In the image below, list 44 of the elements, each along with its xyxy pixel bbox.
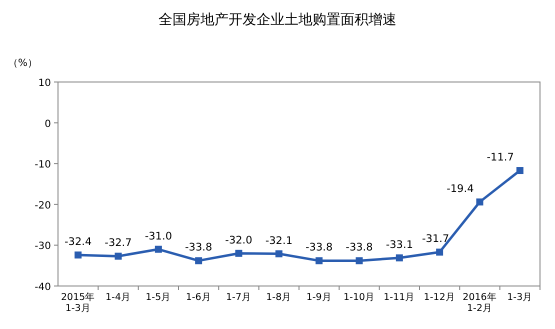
- data-label: -33.8: [184, 242, 212, 254]
- point: [275, 250, 282, 258]
- point: [316, 257, 323, 264]
- point: [195, 257, 202, 264]
- data-label: -32.7: [104, 237, 132, 250]
- data-label: -32.4: [64, 236, 92, 248]
- x-tick-label: 2016年 1-2月: [462, 291, 497, 314]
- y-tick-label: -10: [34, 160, 51, 171]
- data-label: -33.8: [346, 242, 373, 254]
- point: [476, 198, 484, 206]
- x-tick-label: 1-4月: [105, 292, 132, 303]
- x-tick-label: 1-7月: [226, 292, 252, 303]
- point: [436, 248, 444, 256]
- point: [356, 257, 363, 264]
- y-tick-label: -40: [34, 282, 51, 293]
- data-label: -11.7: [486, 152, 514, 164]
- x-tick-label: 1-5月: [146, 292, 172, 303]
- x-tick-label: 1-6月: [186, 292, 212, 303]
- x-tick-label: 1-9月: [306, 292, 332, 303]
- data-label: -32.1: [265, 234, 293, 247]
- x-tick-label: 1-3月: [507, 292, 533, 303]
- y-tick-label: -20: [34, 200, 51, 212]
- data-label: -33.1: [386, 238, 414, 251]
- data-label: -31.7: [422, 233, 450, 246]
- y-axis-title: （%）: [8, 58, 38, 69]
- point: [396, 254, 403, 262]
- chart-title: 全国房地产开发企业土地购置面积增速: [158, 12, 396, 28]
- point: [516, 167, 524, 174]
- y-tick-label: -30: [34, 241, 51, 252]
- point: [154, 246, 162, 253]
- x-tick-label: 1-12月: [424, 292, 456, 303]
- data-label: -32.0: [225, 234, 252, 246]
- x-tick-label: 2015年 1-3月: [60, 291, 96, 314]
- data-label: -31.0: [144, 230, 172, 242]
- x-tick-label: 1-11月: [384, 292, 416, 303]
- point: [114, 252, 122, 260]
- y-tick-label: 10: [38, 78, 51, 89]
- point: [235, 250, 242, 257]
- x-tick-label: 1-10月: [343, 292, 376, 303]
- point: [74, 251, 82, 258]
- data-label: -33.8: [305, 242, 333, 254]
- y-tick-label: 0: [44, 118, 51, 130]
- data-label: -19.4: [446, 182, 474, 195]
- x-tick-label: 1-8月: [266, 292, 292, 303]
